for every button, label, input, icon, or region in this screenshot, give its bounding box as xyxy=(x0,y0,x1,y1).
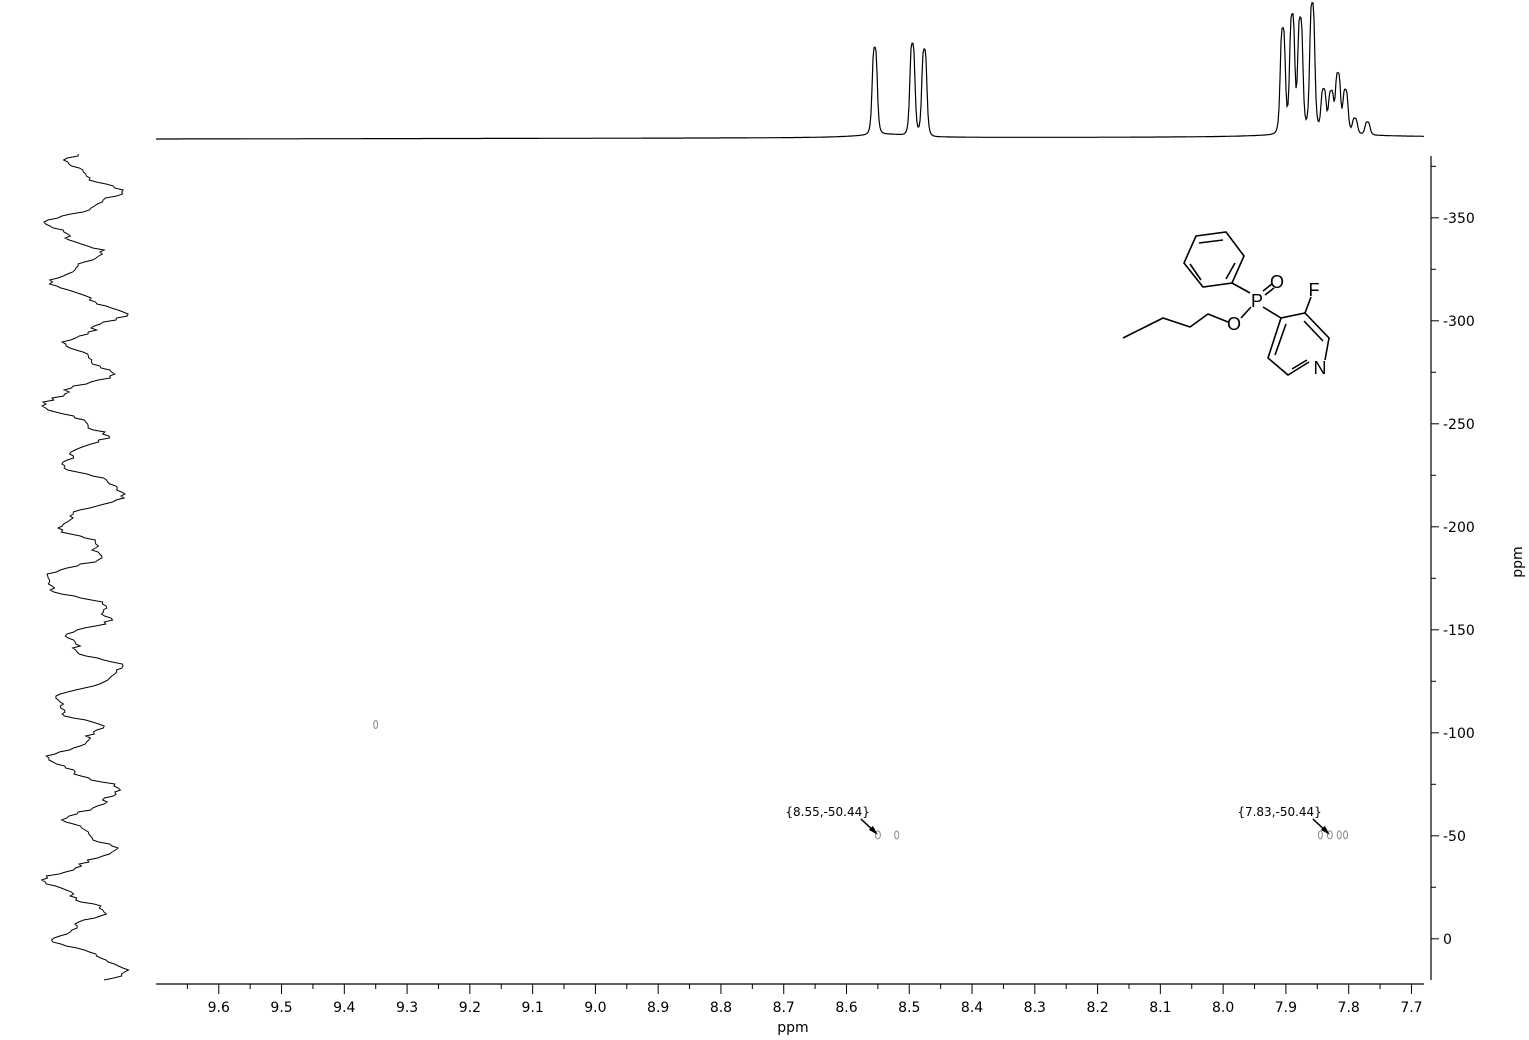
cross-peak-arrowhead xyxy=(868,825,878,835)
x-tick-label: 9.2 xyxy=(459,1000,481,1016)
atom-oxygen-ester: O xyxy=(1227,314,1241,334)
phenyl-inner-bond-3 xyxy=(1189,263,1202,281)
x-tick-label: 7.8 xyxy=(1338,1000,1360,1016)
pyridine-inner-bond-1 xyxy=(1274,323,1287,356)
phenyl-inner-bond-2 xyxy=(1225,262,1236,280)
pyridine-inner-bond-3 xyxy=(1291,359,1308,370)
phenyl-p-bond xyxy=(1231,282,1251,294)
atom-phosphorus: P xyxy=(1251,291,1263,311)
pyridine-ring xyxy=(1267,312,1330,376)
left-1d-projection xyxy=(40,153,130,981)
cross-peak-contour xyxy=(1326,830,1333,840)
contour-peaks xyxy=(373,720,1349,840)
x-tick-label: 8.2 xyxy=(1086,1000,1108,1016)
phenyl-inner-bond-1 xyxy=(1198,239,1224,244)
x-tick-label: 8.3 xyxy=(1024,1000,1046,1016)
y-axis-title: ppm xyxy=(1510,546,1526,577)
p-o-double-bond-b xyxy=(1264,287,1275,296)
phenyl-ring xyxy=(1183,231,1245,288)
x-tick-label: 9.6 xyxy=(208,1000,230,1016)
y-tick-label: -250 xyxy=(1443,417,1475,433)
minor-contour xyxy=(373,720,379,730)
y-axis-ticks: -350 -300 -250 -200 -150 -100 -50 0 xyxy=(1431,165,1475,948)
minor-contour xyxy=(1336,830,1342,840)
y-tick-label: -200 xyxy=(1443,520,1475,536)
c-f-bond xyxy=(1304,296,1312,314)
minor-contour xyxy=(894,830,900,840)
butyl-chain xyxy=(1122,313,1229,339)
x-tick-label: 8.4 xyxy=(961,1000,983,1016)
y-tick-label: 0 xyxy=(1443,932,1452,948)
p-o-double-bond-a xyxy=(1262,283,1273,292)
cross-peak-labels: {8.55,-50.44} {7.83,-50.44} xyxy=(785,805,1330,835)
minor-contour xyxy=(1317,830,1323,840)
minor-contour xyxy=(1343,830,1349,840)
x-tick-label: 8.5 xyxy=(898,1000,920,1016)
y-tick-label: -100 xyxy=(1443,726,1475,742)
pyridine-inner-bond-2 xyxy=(1303,320,1324,342)
x-tick-label: 9.4 xyxy=(333,1000,355,1016)
x-tick-label: 8.0 xyxy=(1212,1000,1234,1016)
x-tick-label: 7.7 xyxy=(1400,1000,1422,1016)
x-tick-label: 8.6 xyxy=(835,1000,857,1016)
x-tick-label: 9.0 xyxy=(584,1000,606,1016)
x-tick-label: 8.9 xyxy=(647,1000,669,1016)
x-tick-label: 9.5 xyxy=(270,1000,292,1016)
x-axis-title: ppm xyxy=(777,1020,808,1036)
x-axis-ticks: 9.6 9.5 9.4 9.3 9.2 9.1 9.0 8.9 8.8 8.7 8.6 8.5 8.4 8… xyxy=(186,984,1423,1016)
top-1d-projection xyxy=(156,2,1424,140)
cross-peak-label: {8.55,-50.44} xyxy=(785,805,870,819)
y-tick-label: -300 xyxy=(1443,314,1475,330)
x-tick-label: 9.1 xyxy=(522,1000,544,1016)
y-tick-label: -50 xyxy=(1443,829,1466,845)
x-tick-label: 8.8 xyxy=(710,1000,732,1016)
x-tick-label: 8.1 xyxy=(1149,1000,1171,1016)
y-tick-label: -350 xyxy=(1443,211,1475,227)
chemical-structure xyxy=(1122,231,1330,376)
cross-peak-contour xyxy=(874,830,881,840)
p-pyridine-bond xyxy=(1262,306,1282,319)
atom-fluorine: F xyxy=(1309,280,1320,300)
p-o-single-bond xyxy=(1240,306,1252,319)
cross-peak-arrowhead xyxy=(1320,825,1330,835)
atom-nitrogen: N xyxy=(1314,358,1327,378)
x-tick-label: 8.7 xyxy=(773,1000,795,1016)
x-tick-label: 7.9 xyxy=(1275,1000,1297,1016)
cross-peak-label: {7.83,-50.44} xyxy=(1237,805,1322,819)
atom-oxygen-double: O xyxy=(1270,272,1284,292)
y-tick-label: -150 xyxy=(1443,623,1475,639)
x-tick-label: 9.3 xyxy=(396,1000,418,1016)
